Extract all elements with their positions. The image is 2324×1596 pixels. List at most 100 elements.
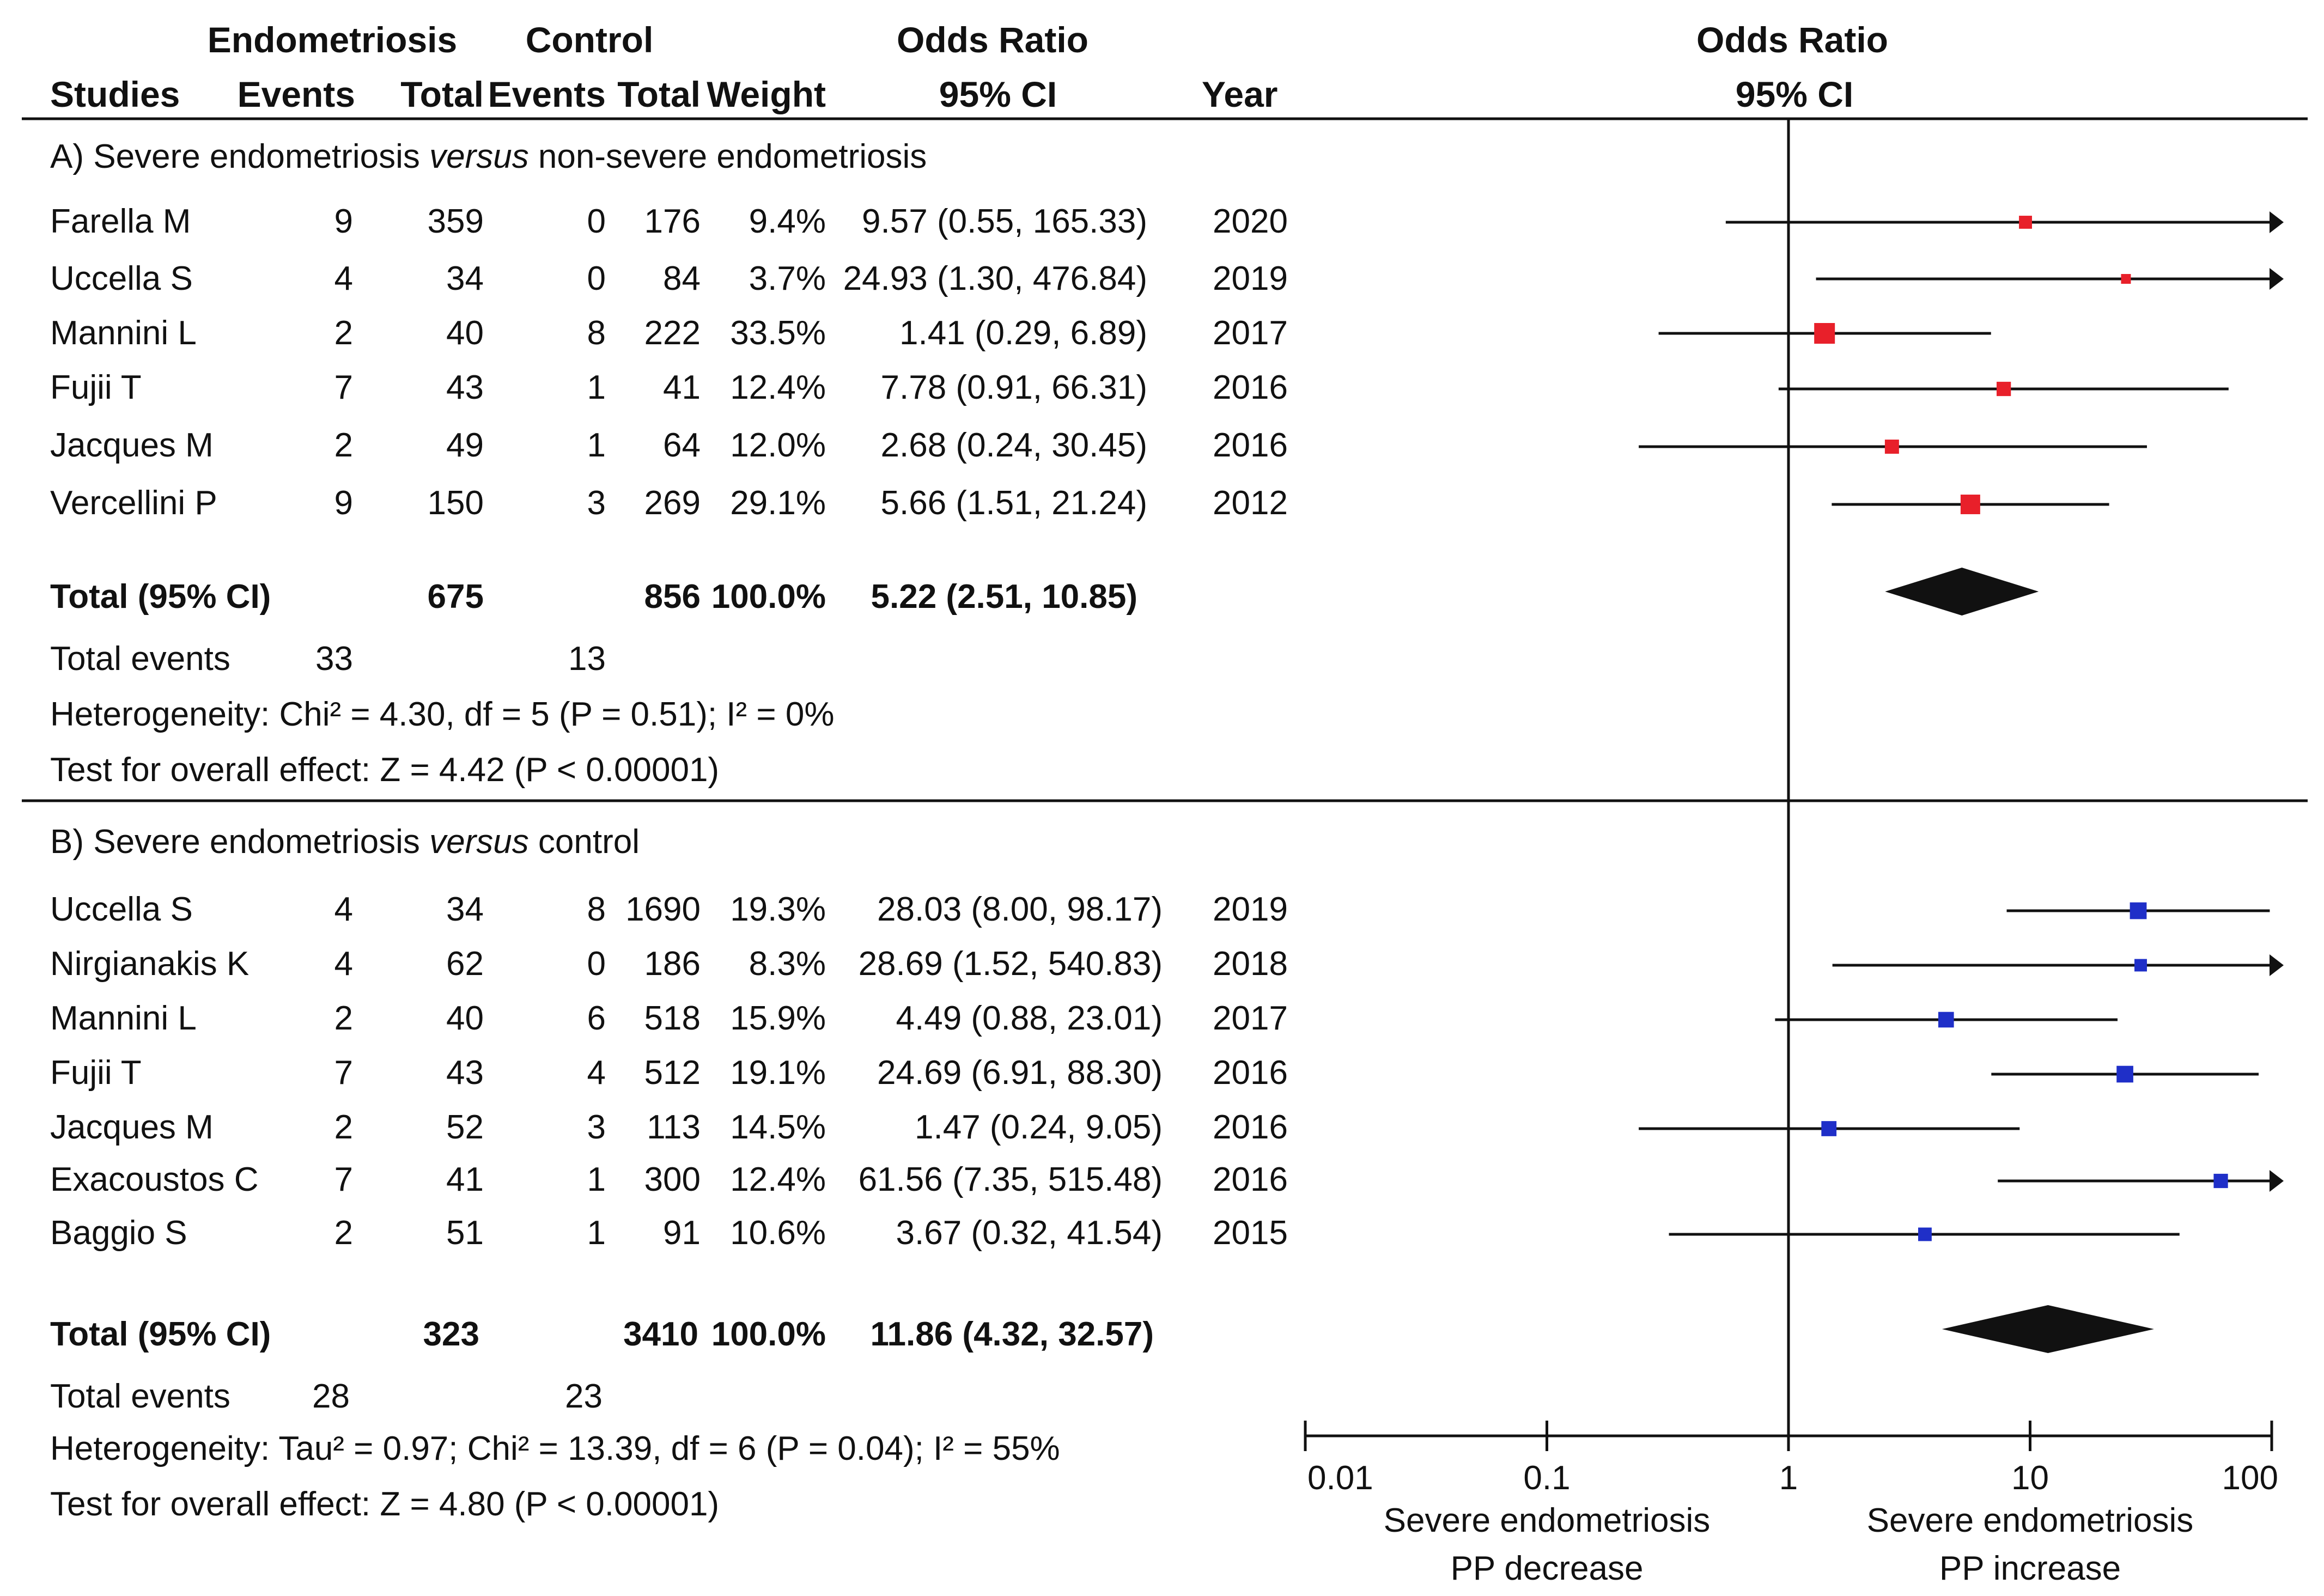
total-1: 34	[446, 260, 484, 297]
study-marker	[1997, 381, 2011, 397]
year: 2016	[1213, 1054, 1288, 1092]
header-weight: Weight	[707, 74, 826, 114]
events-1: 2	[334, 427, 353, 464]
events-1: 2	[334, 1000, 353, 1037]
total-1: 359	[428, 203, 484, 240]
events-2: 3	[587, 1108, 606, 1146]
events-2: 4	[587, 1054, 606, 1092]
events-1: 4	[334, 945, 353, 983]
total-1: 51	[446, 1214, 484, 1252]
study-name: Exacoustos C	[50, 1161, 259, 1198]
study-marker	[1884, 440, 1899, 454]
weight: 12.0%	[730, 427, 826, 464]
subgroup-a: A) Severe endometriosis versus non-sever…	[50, 138, 1288, 789]
study-name: Farella M	[50, 203, 191, 240]
year: 2016	[1213, 369, 1288, 406]
events-2: 1	[587, 427, 606, 464]
total-ci: 5.22 (2.51, 10.85)	[871, 578, 1137, 616]
study-row: Farella M 9 359 0 176 9.4% 9.57 (0.55, 1…	[50, 203, 1288, 240]
year: 2017	[1213, 1000, 1288, 1037]
total-2: 84	[663, 260, 701, 297]
heterogeneity-text: Heterogeneity: Chi² = 4.30, df = 5 (P = …	[50, 696, 834, 733]
study-marker	[1814, 323, 1835, 344]
events-1: 4	[334, 260, 353, 297]
odds-ratio-ci: 1.47 (0.24, 9.05)	[915, 1108, 1163, 1146]
events-1: 4	[334, 891, 353, 928]
left-direction-label: PP decrease	[1451, 1550, 1644, 1587]
total-n2: 856	[644, 578, 701, 616]
study-marker	[2019, 216, 2032, 229]
header-group2: Control	[526, 20, 654, 60]
ci-arrow	[2270, 1170, 2284, 1192]
odds-ratio-ci: 4.49 (0.88, 23.01)	[896, 1000, 1163, 1037]
year: 2019	[1213, 891, 1288, 928]
study-row: Nirgianakis K 4 62 0 186 8.3% 28.69 (1.5…	[50, 945, 1288, 983]
events-2: 0	[587, 260, 606, 297]
odds-ratio-ci: 1.41 (0.29, 6.89)	[899, 314, 1147, 352]
total-weight: 100.0%	[711, 578, 826, 616]
study-name: Mannini L	[50, 1000, 197, 1037]
events-total-1: 28	[312, 1378, 350, 1415]
total-label: Total (95% CI)	[50, 578, 271, 616]
overall-effect-text: Test for overall effect: Z = 4.42 (P < 0…	[50, 751, 719, 789]
study-row: Mannini L 2 40 6 518 15.9% 4.49 (0.88, 2…	[50, 1000, 1288, 1037]
study-marker	[1821, 1121, 1837, 1136]
study-name: Mannini L	[50, 314, 197, 352]
study-marker	[1938, 1012, 1954, 1028]
total-2: 1690	[625, 891, 701, 928]
study-row: Fujii T 7 43 1 41 12.4% 7.78 (0.91, 66.3…	[50, 369, 1288, 406]
subgroup-b-title: B) Severe endometriosis versus control	[50, 823, 640, 861]
total-2: 64	[663, 427, 701, 464]
events-2: 8	[587, 891, 606, 928]
total-1: 34	[446, 891, 484, 928]
weight: 12.4%	[730, 1161, 826, 1198]
plot-area: 0.01 0.1 1 10 100 Severe endometriosis PP decr…	[1304, 119, 2284, 1587]
events-label: Total events	[50, 1378, 230, 1415]
header-effect: Odds Ratio	[897, 20, 1088, 60]
events-1: 7	[334, 369, 353, 406]
total-1: 41	[446, 1161, 484, 1198]
odds-ratio-ci: 9.57 (0.55, 165.33)	[862, 203, 1147, 240]
events-2: 1	[587, 1161, 606, 1198]
study-marker	[1960, 495, 1980, 514]
total-2: 512	[644, 1054, 701, 1092]
weight: 8.3%	[749, 945, 826, 983]
total-2: 518	[644, 1000, 701, 1037]
total-2: 113	[647, 1108, 701, 1146]
study-marker	[2213, 1173, 2228, 1189]
study-name: Vercellini P	[50, 484, 217, 522]
total-2: 186	[644, 945, 701, 983]
odds-ratio-ci: 28.03 (8.00, 98.17)	[877, 891, 1163, 928]
events-row: Total events 33 13	[50, 640, 606, 678]
header-ci: 95% CI	[939, 74, 1057, 114]
total-1: 43	[446, 1054, 484, 1092]
total-row: Total (95% CI) 675 856 100.0% 5.22 (2.51…	[50, 578, 1137, 616]
total-1: 150	[428, 484, 484, 522]
ci-arrow	[2270, 954, 2284, 976]
study-marker	[2121, 274, 2131, 284]
year: 2016	[1213, 427, 1288, 464]
weight: 19.1%	[730, 1054, 826, 1092]
weight: 9.4%	[749, 203, 826, 240]
events-1: 2	[334, 314, 353, 352]
year: 2016	[1213, 1108, 1288, 1146]
x-tick-label: 10	[2011, 1459, 2049, 1497]
events-label: Total events	[50, 640, 230, 678]
total-row: Total (95% CI) 323 3410 100.0% 11.86 (4.…	[50, 1315, 1154, 1353]
header-studies: Studies	[50, 74, 180, 114]
study-name: Nirgianakis K	[50, 945, 249, 983]
header-events-2: Events	[488, 74, 606, 114]
pooled-diamond	[1942, 1305, 2154, 1353]
overall-effect-text: Test for overall effect: Z = 4.80 (P < 0…	[50, 1485, 719, 1523]
total-weight: 100.0%	[711, 1315, 826, 1353]
total-1: 62	[446, 945, 484, 983]
events-1: 2	[334, 1108, 353, 1146]
odds-ratio-ci: 28.69 (1.52, 540.83)	[859, 945, 1163, 983]
header-plot-ci: 95% CI	[1736, 74, 1853, 114]
left-direction-label: Severe endometriosis	[1384, 1502, 1711, 1539]
events-2: 8	[587, 314, 606, 352]
study-marker	[1918, 1227, 1932, 1241]
events-total-1: 33	[315, 640, 353, 678]
events-1: 9	[334, 484, 353, 522]
weight: 3.7%	[749, 260, 826, 297]
